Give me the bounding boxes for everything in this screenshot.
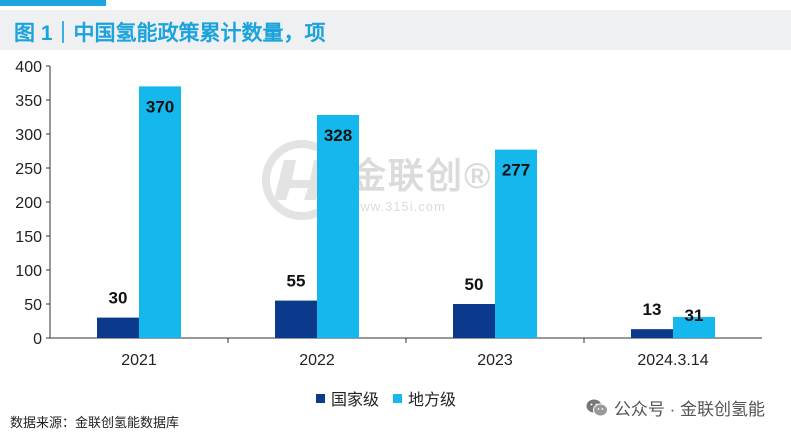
data-label-national-0: 30 [109, 289, 128, 308]
y-tick-label: 350 [15, 93, 42, 110]
watermark-url: www.315i.com [350, 198, 446, 214]
legend-label-national: 国家级 [331, 392, 380, 409]
y-tick-label: 100 [15, 263, 42, 280]
wechat-icon [586, 399, 608, 416]
x-tick-label: 2022 [299, 352, 335, 369]
y-tick-label: 400 [15, 59, 42, 76]
bar-local-3 [673, 316, 715, 338]
figure-title: 图 1｜中国氢能政策累计数量，项 [14, 22, 326, 45]
legend-swatch-national [316, 393, 325, 403]
x-tick-label: 2024.3.14 [637, 352, 708, 369]
y-tick-label: 150 [15, 229, 42, 246]
bar-national-3 [631, 329, 673, 338]
data-label-local-0: 370 [146, 97, 174, 116]
watermark-brand: 金联创® [350, 154, 493, 196]
data-label-local-3: 31 [685, 306, 704, 325]
data-label-national-1: 55 [287, 272, 306, 291]
legend: 国家级 地方级 [316, 386, 470, 410]
y-tick-label: 250 [15, 161, 42, 178]
bar-national-1 [275, 300, 317, 338]
legend-label-local: 地方级 [408, 392, 457, 409]
y-tick-label: 50 [24, 297, 42, 314]
data-label-local-2: 277 [502, 161, 530, 180]
title-accent-bar [0, 0, 106, 6]
x-tick-label: 2021 [121, 352, 157, 369]
legend-item-local: 地方级 [393, 386, 456, 410]
x-tick-label: 2023 [477, 352, 513, 369]
bar-local-1 [317, 114, 359, 339]
wechat-label: 公众号 · 金联创氢能 [613, 400, 765, 419]
source-note: 数据来源：金联创氢能数据库 [10, 415, 180, 430]
y-tick-label: 300 [15, 127, 42, 144]
legend-swatch-local [393, 393, 403, 403]
title-band [0, 10, 791, 50]
bar-local-0 [139, 86, 181, 339]
bar-national-2 [453, 304, 495, 338]
y-tick-label: 0 [33, 331, 42, 348]
data-label-local-1: 328 [324, 126, 352, 145]
y-tick-label: 200 [15, 195, 42, 212]
bar-local-2 [495, 149, 537, 338]
data-label-national-3: 13 [643, 300, 662, 319]
wechat-account: 公众号 · 金联创氢能 [586, 395, 765, 420]
bar-national-0 [97, 317, 139, 338]
data-label-national-2: 50 [465, 275, 484, 294]
legend-item-national: 国家级 [316, 386, 379, 410]
